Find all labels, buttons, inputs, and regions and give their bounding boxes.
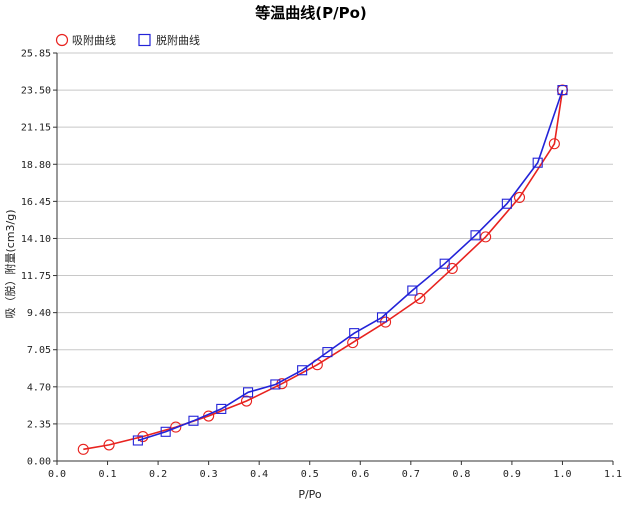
x-tick-label: 0.5 bbox=[301, 469, 319, 480]
data-point-adsorption bbox=[513, 191, 526, 203]
x-axis-label: P/Po bbox=[298, 488, 322, 501]
data-point-desorption bbox=[297, 365, 308, 376]
data-point-adsorption bbox=[414, 292, 426, 304]
y-tick-labels: 0.00 2.35 4.70 7.05 9.40 11.75 14.10 16.45 18.80… bbox=[21, 49, 51, 468]
data-point-adsorption bbox=[103, 439, 115, 451]
y-tick-label: 11.75 bbox=[21, 271, 51, 282]
x-tick-label: 0.0 bbox=[48, 469, 66, 480]
y-tick-label: 9.40 bbox=[27, 308, 51, 319]
y-tick-label: 21.15 bbox=[21, 123, 51, 134]
gridlines bbox=[57, 52, 613, 425]
data-point-desorption bbox=[270, 379, 281, 390]
y-tick-label: 0.00 bbox=[27, 457, 51, 468]
data-point-adsorption bbox=[77, 443, 89, 455]
data-point-adsorption bbox=[480, 231, 492, 243]
y-tick-label: 16.45 bbox=[21, 197, 51, 208]
y-tick-label: 14.10 bbox=[21, 234, 51, 245]
y-tick-label: 2.35 bbox=[27, 419, 51, 430]
data-point-adsorption bbox=[170, 421, 182, 433]
legend-marker-adsorption bbox=[55, 33, 69, 47]
x-tick-label: 0.8 bbox=[452, 469, 470, 480]
legend-marker-desorption bbox=[138, 33, 151, 47]
x-tick-label: 0.1 bbox=[99, 469, 117, 480]
x-tick-label: 0.3 bbox=[200, 469, 218, 480]
data-point-adsorption bbox=[240, 395, 253, 407]
series-line-desorption bbox=[137, 89, 564, 442]
x-tick-labels: 0.0 0.1 0.2 0.3 0.4 0.5 0.6 0.7 0.8 0.9 1.0 1.1 bbox=[48, 469, 622, 480]
x-tick-label: 0.4 bbox=[250, 469, 268, 480]
x-tick-label: 0.9 bbox=[503, 469, 521, 480]
data-point-desorption bbox=[322, 347, 333, 358]
x-tick-label: 1.0 bbox=[553, 469, 571, 480]
legend: 吸附曲线 脱附曲线 bbox=[55, 33, 200, 47]
data-point-desorption bbox=[376, 312, 388, 323]
y-tick-label: 23.50 bbox=[21, 86, 51, 97]
x-tick-label: 0.7 bbox=[402, 469, 420, 480]
x-tick-label: 0.2 bbox=[149, 469, 167, 480]
y-axis-label: 吸（脱）附量(cm3/g) bbox=[3, 209, 17, 318]
y-tick-label: 25.85 bbox=[21, 49, 51, 60]
data-point-desorption bbox=[243, 387, 254, 398]
data-point-desorption bbox=[132, 435, 143, 446]
data-point-desorption bbox=[532, 157, 543, 168]
y-tick-label: 4.70 bbox=[27, 382, 51, 393]
data-point-desorption bbox=[349, 328, 360, 339]
y-tick-label: 18.80 bbox=[21, 160, 51, 171]
data-point-desorption bbox=[470, 230, 481, 241]
series-group bbox=[77, 84, 569, 455]
series-line-adsorption bbox=[83, 89, 564, 451]
x-tick-label: 1.1 bbox=[604, 469, 622, 480]
axes bbox=[53, 52, 614, 465]
data-point-desorption bbox=[216, 403, 227, 414]
chart-title: 等温曲线(P/Po) bbox=[255, 4, 366, 22]
data-point-desorption bbox=[439, 258, 450, 269]
legend-label-adsorption: 吸附曲线 bbox=[72, 33, 116, 47]
legend-label-desorption: 脱附曲线 bbox=[156, 33, 200, 47]
x-tick-label: 0.6 bbox=[351, 469, 369, 480]
data-point-desorption bbox=[501, 198, 512, 209]
data-point-desorption bbox=[557, 85, 568, 96]
y-tick-label: 7.05 bbox=[27, 345, 51, 356]
data-point-desorption bbox=[160, 426, 171, 437]
data-point-adsorption bbox=[548, 138, 560, 150]
data-point-desorption bbox=[188, 415, 199, 426]
data-point-desorption bbox=[407, 285, 418, 296]
